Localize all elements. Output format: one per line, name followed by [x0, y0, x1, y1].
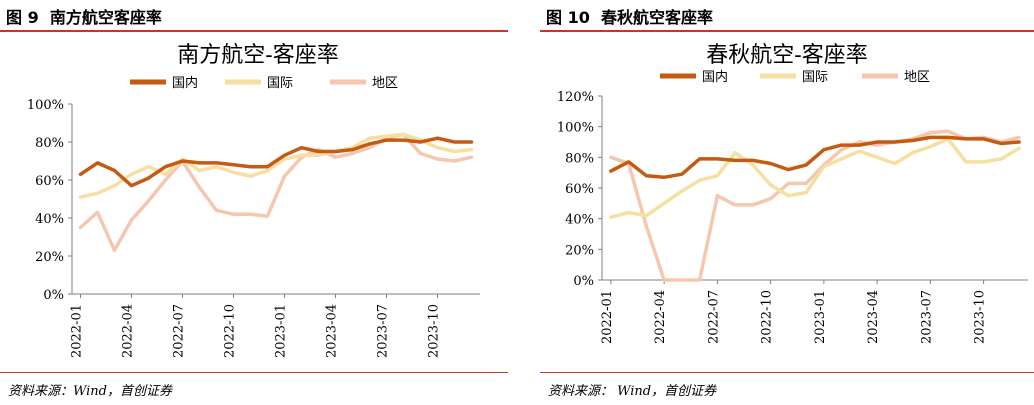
x-tick-label: 2022-10: [223, 304, 238, 358]
figure-9-caption: 南方航空客座率: [49, 8, 162, 27]
x-tick-label: 2023-04: [866, 290, 881, 344]
legend-label-international: 国际: [267, 76, 293, 91]
x-tick-label: 2023-07: [376, 304, 391, 358]
y-tick-label: 80%: [565, 151, 594, 166]
series-line-international: [609, 137, 1021, 219]
x-tick-label: 2022-04: [121, 304, 136, 358]
series-line-domestic: [609, 135, 1021, 180]
figure-9-panel: 图 9 南方航空客座率 南方航空-客座率国内 国际 地区 0% 20% 40% 60% 80%…: [0, 0, 508, 405]
y-tick-label: 0%: [573, 274, 594, 289]
figure-10-panel: 图 10 春秋航空客座率 春秋航空-客座率 国内 国际 地区 0% 20% 40% 60% 80…: [540, 0, 1034, 405]
legend-label-regional: 地区: [372, 76, 398, 91]
legend-label-regional: 地区: [904, 70, 930, 85]
x-tick-label: 2022-01: [600, 290, 615, 344]
figure-10-title: 图 10 春秋航空客座率: [546, 4, 713, 28]
series-line-regional: [78, 132, 474, 253]
series-line-international: [78, 132, 474, 199]
figure-10-caption: 春秋航空客座率: [600, 8, 713, 27]
source-note: 资料来源： Wind，首创证券: [548, 384, 717, 399]
y-tick-label: 40%: [565, 213, 594, 228]
x-tick-label: 2022-04: [653, 290, 668, 344]
chart-title: 春秋航空-客座率: [706, 43, 867, 68]
x-tick-label: 2022-07: [172, 304, 187, 358]
chart-title: 南方航空-客座率: [177, 43, 338, 68]
x-tick-label: 2023-10: [427, 304, 442, 358]
y-tick-label: 20%: [35, 250, 64, 265]
figure-9-title: 图 9 南方航空客座率: [6, 4, 162, 28]
y-tick-label: 20%: [565, 243, 594, 258]
y-tick-label: 60%: [35, 174, 64, 189]
top-divider: [0, 30, 508, 32]
figure-9-label: 图 9: [6, 8, 39, 27]
source-note: 资料来源：Wind，首创证券: [8, 384, 172, 399]
y-tick-label: 100%: [557, 121, 594, 136]
x-tick-label: 2022-10: [760, 290, 775, 344]
y-tick-label: 80%: [35, 136, 64, 151]
x-tick-label: 2023-01: [813, 290, 828, 344]
bottom-divider: [0, 372, 508, 373]
x-tick-label: 2023-04: [325, 304, 340, 358]
x-tick-label: 2023-01: [274, 304, 289, 358]
x-tick-label: 2022-01: [70, 304, 85, 358]
y-tick-label: 40%: [35, 212, 64, 227]
top-divider: [540, 30, 1034, 32]
bottom-divider: [540, 372, 1034, 373]
legend-label-international: 国际: [802, 70, 828, 85]
x-tick-label: 2023-10: [973, 290, 988, 344]
y-tick-label: 0%: [43, 288, 64, 303]
legend-label-domestic: 国内: [172, 75, 198, 91]
x-tick-label: 2022-07: [706, 290, 721, 344]
series-line-regional: [609, 129, 1021, 282]
y-tick-label: 60%: [565, 182, 594, 197]
series-line-domestic: [78, 136, 474, 188]
y-tick-label: 120%: [557, 90, 594, 105]
legend-label-domestic: 国内: [702, 69, 728, 85]
x-tick-label: 2023-07: [919, 290, 934, 344]
figure-10-label: 图 10: [546, 8, 590, 27]
y-tick-label: 100%: [27, 98, 64, 113]
